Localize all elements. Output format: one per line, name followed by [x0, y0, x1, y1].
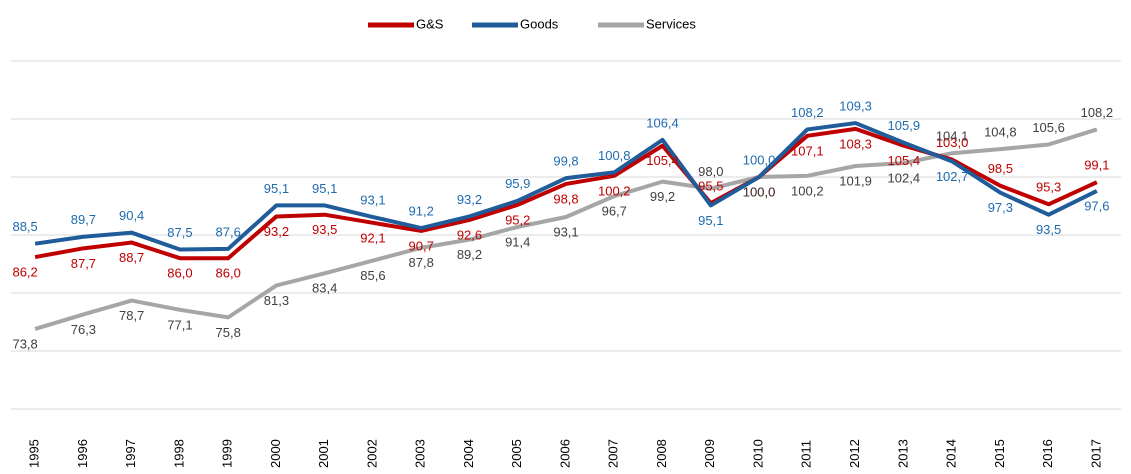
data-label: 105,6 [1032, 120, 1065, 135]
data-label: 90,4 [119, 208, 144, 223]
data-label: 98,0 [698, 164, 723, 179]
data-label: 95,3 [1036, 180, 1061, 195]
data-label: 93,5 [312, 222, 337, 237]
data-label: 92,6 [457, 227, 482, 242]
x-tick-label: 2006 [557, 439, 572, 468]
data-label: 87,5 [167, 225, 192, 240]
data-label: 93,1 [360, 192, 385, 207]
data-label: 76,3 [71, 322, 96, 337]
data-label: 107,1 [791, 143, 824, 158]
data-label: 77,1 [167, 317, 192, 332]
legend-label: G&S [416, 16, 444, 31]
data-label: 87,8 [409, 255, 434, 270]
x-tick-label: 2004 [461, 439, 476, 468]
data-label: 88,7 [119, 250, 144, 265]
data-label: 95,5 [698, 179, 723, 194]
data-label: 97,6 [1084, 198, 1109, 213]
data-label: 102,7 [936, 169, 969, 184]
data-label: 100,0 [743, 184, 776, 199]
x-tick-label: 2007 [606, 439, 621, 468]
data-label: 100,8 [598, 148, 631, 163]
data-label: 86,2 [12, 264, 37, 279]
data-label: 100,2 [598, 183, 631, 198]
x-tick-label: 1997 [123, 439, 138, 468]
data-label: 73,8 [12, 336, 37, 351]
data-label: 98,8 [553, 191, 578, 206]
data-label: 109,3 [839, 98, 872, 113]
data-label: 89,2 [457, 247, 482, 262]
legend-label: Services [646, 16, 696, 31]
x-tick-label: 2001 [316, 439, 331, 468]
data-label: 86,0 [167, 266, 192, 281]
data-label: 97,3 [988, 200, 1013, 215]
x-tick-label: 2010 [750, 439, 765, 468]
data-label: 89,7 [71, 212, 96, 227]
line-2 [34, 127, 1098, 331]
data-label: 95,1 [312, 181, 337, 196]
x-tick-label: 2011 [799, 440, 814, 468]
data-label: 93,2 [264, 224, 289, 239]
data-label: 99,1 [1084, 158, 1109, 173]
x-tick-label: 2015 [992, 439, 1007, 468]
data-label: 108,3 [839, 136, 872, 151]
x-tick-label: 2002 [364, 439, 379, 468]
x-tick-label: 2012 [847, 439, 862, 468]
data-label: 100,0 [743, 152, 776, 167]
x-tick-label: 2009 [702, 439, 717, 468]
data-label: 105,4 [888, 153, 921, 168]
data-label: 101,9 [839, 173, 872, 188]
x-tick-label: 2017 [1088, 439, 1103, 468]
x-tick-label: 2003 [413, 439, 428, 468]
data-label: 78,7 [119, 308, 144, 323]
x-tick-label: 1999 [220, 439, 235, 468]
data-label: 100,0 [743, 184, 776, 199]
data-label: 104,8 [984, 125, 1017, 140]
data-label: 105,4 [646, 153, 679, 168]
data-label: 81,3 [264, 293, 289, 308]
data-label: 105,9 [888, 118, 921, 133]
data-label: 93,1 [553, 224, 578, 239]
data-label: 90,7 [409, 238, 434, 253]
data-label: 95,1 [698, 213, 723, 228]
data-label: 98,5 [988, 161, 1013, 176]
data-label: 99,8 [553, 154, 578, 169]
data-label: 93,5 [1036, 222, 1061, 237]
x-tick-label: 2016 [1040, 439, 1055, 468]
x-tick-label: 1995 [27, 439, 42, 468]
data-label: 86,0 [216, 266, 241, 281]
x-tick-label: 1996 [75, 439, 90, 468]
data-label: 75,8 [216, 325, 241, 340]
data-label: 95,2 [505, 212, 530, 227]
x-tick-label: 2005 [509, 439, 524, 468]
data-label: 95,9 [505, 176, 530, 191]
data-label: 87,6 [216, 224, 241, 239]
data-label: 88,5 [12, 219, 37, 234]
data-label: 104,1 [936, 129, 969, 144]
x-tick-label: 2013 [895, 439, 910, 468]
data-label: 108,2 [1081, 105, 1114, 120]
data-label: 106,4 [646, 115, 679, 130]
x-tick-label: 1998 [171, 439, 186, 468]
line-1 [34, 121, 1098, 252]
x-tick-label: 2000 [268, 439, 283, 468]
legend-label: Goods [520, 16, 559, 31]
data-label: 93,2 [457, 192, 482, 207]
data-label: 103,0 [936, 135, 969, 150]
data-label: 87,7 [71, 256, 96, 271]
x-tick-label: 2014 [944, 439, 959, 468]
data-label: 85,6 [360, 268, 385, 283]
data-label: 95,1 [264, 181, 289, 196]
data-label: 91,2 [409, 203, 434, 218]
data-label: 100,2 [791, 183, 824, 198]
data-label: 102,4 [888, 171, 921, 186]
data-label: 92,1 [360, 230, 385, 245]
data-label: 108,2 [791, 105, 824, 120]
data-label: 96,7 [602, 204, 627, 219]
data-label: 83,4 [312, 281, 337, 296]
x-tick-label: 2008 [654, 439, 669, 468]
data-label: 99,2 [650, 189, 675, 204]
data-label: 91,4 [505, 234, 530, 249]
